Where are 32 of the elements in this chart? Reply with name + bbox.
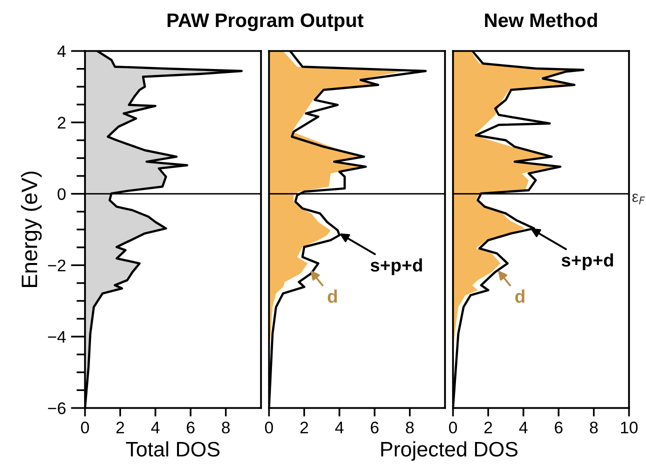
ref-line-label: ε$_{F}$	[632, 194, 646, 204]
x-tick-label: 4	[335, 422, 344, 434]
x-tick-label: 0	[81, 422, 89, 434]
x-tick-label: 4	[519, 422, 528, 434]
y-tick-label: 4	[57, 46, 66, 58]
x-tick-label: 2	[484, 422, 492, 434]
annotation: s+p+d	[562, 253, 613, 270]
x-tick-label: 0	[265, 422, 273, 434]
x-axis-title: Total DOS	[126, 441, 220, 457]
annotation: s+p+d	[370, 258, 422, 276]
x-tick-label: 2	[116, 422, 124, 434]
y-tick-label: 0	[58, 188, 66, 200]
chart-title: New Method	[485, 12, 597, 28]
x-tick-label: 8	[222, 422, 230, 434]
x-tick-label: 6	[186, 422, 194, 434]
y-tick-label: −2	[48, 260, 66, 272]
annotation: d	[328, 290, 337, 303]
x-tick-label: 0	[449, 422, 457, 434]
x-tick-label: 4	[151, 422, 160, 434]
chart-title: PAW Program Output	[168, 13, 364, 32]
x-tick-label: 8	[590, 422, 598, 434]
annotation: d	[515, 290, 524, 303]
y-tick-label: −6	[48, 402, 66, 414]
y-tick-label: −4	[48, 331, 66, 343]
y-tick-label: 2	[58, 116, 66, 128]
x-tick-label: 10	[621, 422, 638, 434]
x-axis-title: Projected DOS	[381, 441, 518, 461]
x-tick-label: 2	[300, 422, 308, 434]
x-tick-label: 6	[370, 422, 378, 434]
y-axis-title: Energy (eV)	[20, 172, 42, 287]
x-tick-label: 6	[554, 422, 562, 434]
x-tick-label: 8	[406, 422, 414, 434]
